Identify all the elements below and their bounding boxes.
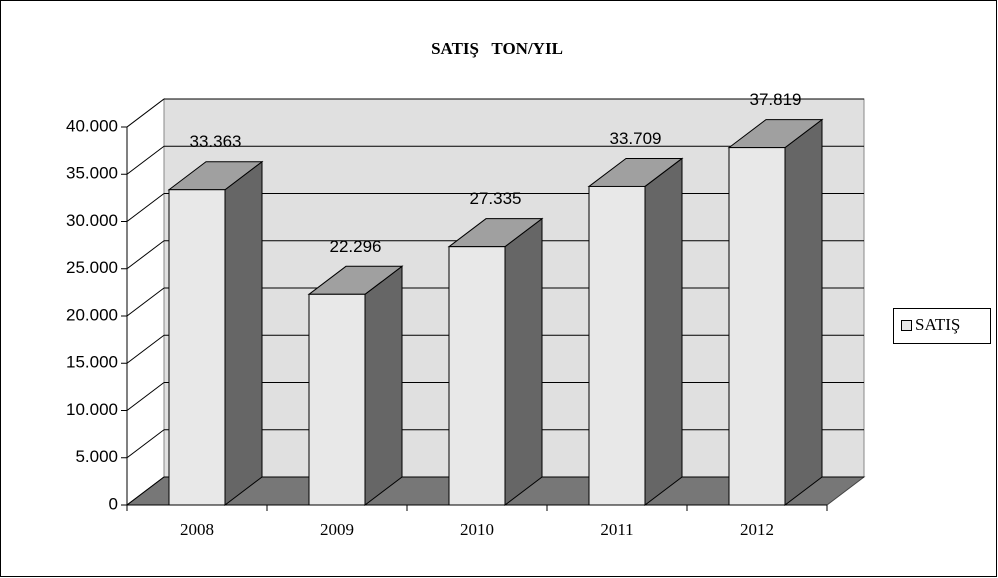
- x-tick-label: 2009: [320, 520, 354, 539]
- x-tick-label: 2012: [740, 520, 774, 539]
- data-label: 33.709: [610, 129, 662, 148]
- data-label: 22.296: [330, 237, 382, 256]
- grid-line-side: [126, 334, 165, 364]
- grid-line-side: [126, 145, 165, 175]
- grid-line-side: [126, 193, 165, 222]
- bar: [168, 189, 226, 506]
- grid-line-side: [126, 429, 165, 459]
- y-tick-label: 10.000: [66, 400, 118, 419]
- bar-side: [504, 217, 543, 507]
- bar: [588, 185, 646, 506]
- legend-swatch: [901, 320, 912, 331]
- x-tick-label: 2011: [600, 520, 633, 539]
- bar-side: [784, 118, 823, 507]
- grid-line-side: [126, 240, 165, 270]
- data-label: 27.335: [470, 189, 522, 208]
- grid-line-side: [126, 287, 165, 317]
- y-tick-label: 0: [109, 494, 118, 513]
- y-tick-label: 30.000: [66, 211, 118, 230]
- grid-line-side: [126, 98, 165, 128]
- y-tick-label: 25.000: [66, 258, 118, 277]
- data-label: 33.363: [190, 132, 242, 151]
- bar-side: [644, 157, 683, 507]
- y-tick-label: 20.000: [66, 305, 118, 324]
- y-tick-label: 15.000: [66, 353, 118, 372]
- bar: [448, 246, 506, 506]
- grid-line-side: [126, 476, 165, 506]
- y-tick-label: 40.000: [66, 116, 118, 135]
- bar: [728, 147, 786, 506]
- bar-side: [364, 265, 403, 507]
- x-tick-label: 2010: [460, 520, 494, 539]
- chart-title: SATIŞ TON/YIL: [431, 39, 563, 58]
- legend-label: SATIŞ: [915, 315, 960, 334]
- bar: [308, 293, 366, 506]
- bar-side: [224, 160, 263, 507]
- grid-line-side: [126, 382, 165, 411]
- y-tick-label: 5.000: [75, 447, 118, 466]
- plot-area: 0 5.000 10.000 15.000 20.000 25.000 30.000 35.0…: [66, 90, 866, 539]
- x-tick-label: 2008: [180, 520, 214, 539]
- y-tick-label: 35.000: [66, 164, 118, 183]
- data-label: 37.819: [750, 90, 802, 109]
